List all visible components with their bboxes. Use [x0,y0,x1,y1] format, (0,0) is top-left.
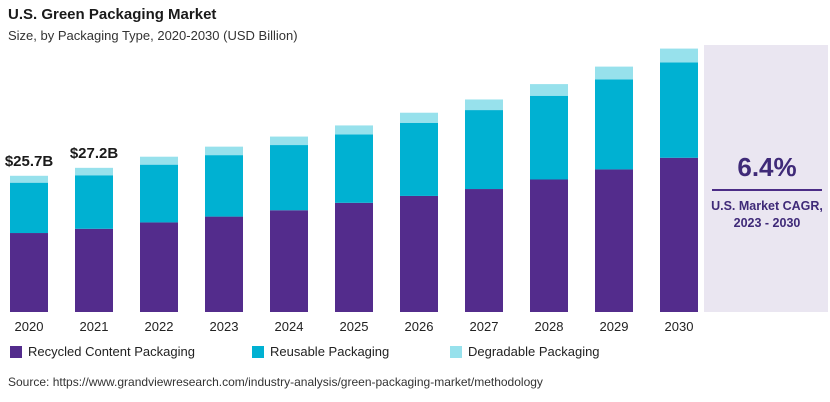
legend-label-recycled: Recycled Content Packaging [28,344,195,359]
x-tick-label-2021: 2021 [80,319,109,334]
bar-degradable-2022 [140,156,178,165]
bar-degradable-2021 [75,167,113,176]
x-tick-label-2020: 2020 [15,319,44,334]
bar-reusable-2029 [595,79,633,170]
x-tick-label-2030: 2030 [665,319,694,334]
bar-recycled-2029 [595,169,633,312]
source-note: Source: https://www.grandviewresearch.co… [8,375,543,389]
bar-recycled-2026 [400,195,438,312]
legend-label-reusable: Reusable Packaging [270,344,390,359]
x-tick-label-2028: 2028 [535,319,564,334]
data-label-2021: $27.2B [70,145,119,162]
bar-reusable-2027 [465,110,503,190]
legend-swatch-degradable [450,345,462,358]
cagr-divider [712,189,822,191]
chart-subtitle: Size, by Packaging Type, 2020-2030 (USD … [8,28,298,43]
bar-recycled-2025 [335,202,373,312]
legend-label-degradable: Degradable Packaging [468,344,600,359]
bar-degradable-2024 [270,136,308,146]
chart-title: U.S. Green Packaging Market [8,6,217,23]
x-tick-label-2025: 2025 [340,319,369,334]
bar-recycled-2023 [205,216,243,312]
legend-item-recycled: Recycled Content Packaging [10,344,195,359]
bar-reusable-2021 [75,175,113,229]
bar-degradable-2029 [595,66,633,80]
bar-reusable-2020 [10,182,48,234]
bar-degradable-2026 [400,112,438,123]
bar-degradable-2030 [660,48,698,63]
bar-reusable-2024 [270,145,308,211]
x-tick-label-2024: 2024 [275,319,304,334]
bar-recycled-2024 [270,210,308,312]
legend-item-degradable: Degradable Packaging [450,344,600,359]
legend-swatch-reusable [252,345,264,358]
bar-recycled-2022 [140,222,178,312]
bar-reusable-2030 [660,62,698,158]
x-axis-labels: 2020 2021 2022 2023 2024 2025 2026 2027 2028 2029… [15,319,694,334]
bar-recycled-2020 [10,233,48,312]
bar-degradable-2020 [10,175,48,183]
cagr-label: U.S. Market CAGR, 2023 - 2030 [706,198,828,232]
bar-recycled-2028 [530,179,568,312]
bar-reusable-2023 [205,155,243,217]
x-tick-label-2022: 2022 [145,319,174,334]
bar-degradable-2023 [205,146,243,156]
bar-degradable-2025 [335,125,373,135]
x-tick-label-2027: 2027 [470,319,499,334]
bar-group [10,48,698,312]
bar-degradable-2028 [530,84,568,96]
legend-swatch-recycled [10,345,22,358]
cagr-value: 6.4% [737,152,797,182]
bar-reusable-2026 [400,122,438,196]
data-label-2020: $25.7B [5,153,54,170]
cagr-label-line1: U.S. Market CAGR, [711,199,823,213]
x-tick-label-2026: 2026 [405,319,434,334]
cagr-panel [704,45,828,312]
data-labels: $25.7B $27.2B [5,145,119,170]
cagr-label-line2: 2023 - 2030 [733,216,801,230]
bar-degradable-2027 [465,99,503,111]
bar-reusable-2022 [140,164,178,223]
bar-reusable-2028 [530,95,568,180]
x-tick-label-2029: 2029 [600,319,629,334]
bar-recycled-2027 [465,189,503,312]
bar-recycled-2030 [660,157,698,312]
bar-reusable-2025 [335,134,373,203]
bar-recycled-2021 [75,228,113,312]
x-tick-label-2023: 2023 [210,319,239,334]
legend-item-reusable: Reusable Packaging [252,344,389,359]
